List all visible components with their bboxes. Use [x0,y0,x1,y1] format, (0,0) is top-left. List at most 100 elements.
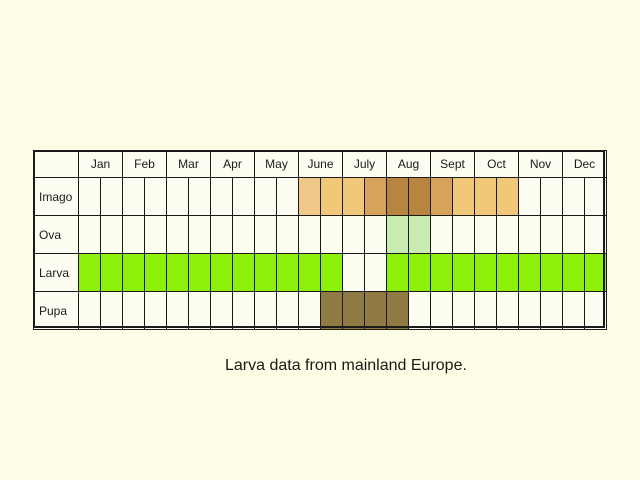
imago-half-month-cell [232,177,255,216]
month-header-apr: Apr [210,150,255,178]
ova-half-month-cell [430,215,453,254]
imago-half-month-cell [430,177,453,216]
larva-half-month-cell [166,253,189,292]
row-label-pupa: Pupa [33,291,79,330]
month-header-june: June [298,150,343,178]
ova-half-month-cell [474,215,497,254]
ova-half-month-cell [100,215,123,254]
pupa-half-month-cell [210,291,233,330]
pupa-half-month-cell [364,291,387,330]
pupa-half-month-cell [386,291,409,330]
pupa-half-month-cell [342,291,365,330]
phenology-grid: Jan Feb Mar Apr May June July Aug Sept Oct Nov Dec I… [33,150,607,330]
ova-half-month-cell [364,215,387,254]
imago-half-month-cell [408,177,431,216]
larva-half-month-cell [430,253,453,292]
imago-half-month-cell [562,177,585,216]
imago-half-month-cell [254,177,277,216]
larva-half-month-cell [386,253,409,292]
ova-half-month-cell [298,215,321,254]
ova-half-month-cell [518,215,541,254]
pupa-half-month-cell [320,291,343,330]
ova-half-month-cell [210,215,233,254]
larva-half-month-cell [518,253,541,292]
larva-half-month-cell [496,253,519,292]
month-header-aug: Aug [386,150,431,178]
month-header-dec: Dec [562,150,607,178]
pupa-half-month-cell [474,291,497,330]
ova-half-month-cell [78,215,101,254]
larva-half-month-cell [584,253,607,292]
imago-half-month-cell [584,177,607,216]
larva-half-month-cell [210,253,233,292]
ova-half-month-cell [254,215,277,254]
row-label-imago: Imago [33,177,79,216]
pupa-half-month-cell [166,291,189,330]
month-header-feb: Feb [122,150,167,178]
pupa-half-month-cell [540,291,563,330]
ova-half-month-cell [232,215,255,254]
ova-half-month-cell [408,215,431,254]
pupa-half-month-cell [430,291,453,330]
imago-half-month-cell [386,177,409,216]
month-header-may: May [254,150,299,178]
ova-half-month-cell [320,215,343,254]
ova-half-month-cell [166,215,189,254]
imago-half-month-cell [342,177,365,216]
ova-half-month-cell [540,215,563,254]
larva-half-month-cell [562,253,585,292]
larva-half-month-cell [320,253,343,292]
ova-half-month-cell [584,215,607,254]
month-header-nov: Nov [518,150,563,178]
header-corner-cell [33,150,79,178]
larva-half-month-cell [78,253,101,292]
pupa-half-month-cell [144,291,167,330]
ova-half-month-cell [122,215,145,254]
imago-half-month-cell [452,177,475,216]
larva-half-month-cell [540,253,563,292]
pupa-half-month-cell [298,291,321,330]
month-header-mar: Mar [166,150,211,178]
imago-half-month-cell [210,177,233,216]
ova-half-month-cell [144,215,167,254]
month-header-jan: Jan [78,150,123,178]
larva-half-month-cell [188,253,211,292]
month-header-oct: Oct [474,150,519,178]
imago-half-month-cell [364,177,387,216]
month-header-sept: Sept [430,150,475,178]
caption: Larva data from mainland Europe. [225,357,467,374]
pupa-half-month-cell [276,291,299,330]
pupa-half-month-cell [100,291,123,330]
imago-half-month-cell [122,177,145,216]
ova-half-month-cell [386,215,409,254]
larva-half-month-cell [254,253,277,292]
pupa-half-month-cell [408,291,431,330]
imago-half-month-cell [320,177,343,216]
pupa-half-month-cell [452,291,475,330]
imago-half-month-cell [540,177,563,216]
pupa-half-month-cell [562,291,585,330]
larva-half-month-cell [144,253,167,292]
imago-half-month-cell [474,177,497,216]
larva-half-month-cell [452,253,475,292]
pupa-half-month-cell [584,291,607,330]
pupa-half-month-cell [78,291,101,330]
larva-half-month-cell [364,253,387,292]
ova-half-month-cell [496,215,519,254]
row-label-larva: Larva [33,253,79,292]
imago-half-month-cell [78,177,101,216]
ova-half-month-cell [452,215,475,254]
pupa-half-month-cell [232,291,255,330]
larva-half-month-cell [276,253,299,292]
pupa-half-month-cell [188,291,211,330]
imago-half-month-cell [298,177,321,216]
larva-half-month-cell [408,253,431,292]
larva-half-month-cell [298,253,321,292]
pupa-half-month-cell [122,291,145,330]
larva-half-month-cell [122,253,145,292]
imago-half-month-cell [100,177,123,216]
pupa-half-month-cell [496,291,519,330]
ova-half-month-cell [188,215,211,254]
row-label-ova: Ova [33,215,79,254]
imago-half-month-cell [166,177,189,216]
